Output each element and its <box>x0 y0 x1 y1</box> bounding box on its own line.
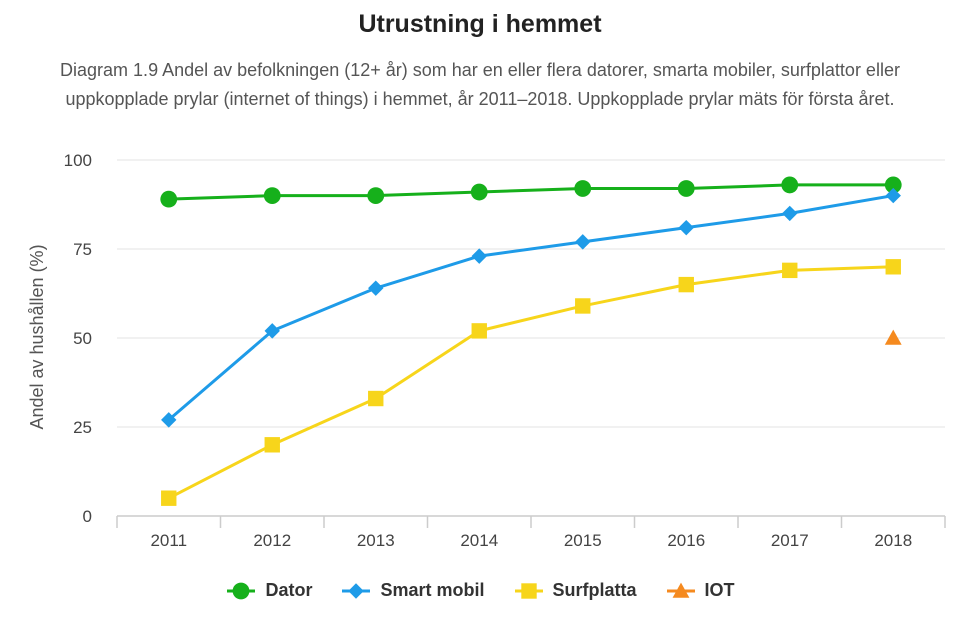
y-tick-label: 50 <box>73 329 92 348</box>
data-point-smart-mobil <box>782 205 798 222</box>
data-point-dator <box>470 183 488 201</box>
x-tick-label: 2017 <box>771 531 809 550</box>
data-point-iot <box>884 329 902 345</box>
series-iot <box>884 329 902 345</box>
series-line-dator <box>168 183 894 201</box>
y-axis-tick-labels: 0 25 50 75 100 <box>64 151 92 526</box>
chart-subtitle: Diagram 1.9 Andel av befolkningen (12+ å… <box>60 60 900 109</box>
data-point-smart-mobil <box>161 412 177 428</box>
x-tick-label: 2016 <box>667 531 705 550</box>
series-line-surfplatta <box>168 265 894 500</box>
legend-label: Surfplatta <box>552 580 637 600</box>
series-line-smart-mobil <box>167 194 894 422</box>
data-point-dator <box>677 180 695 197</box>
legend-label: IOT <box>704 580 735 600</box>
legend-symbol <box>227 582 256 599</box>
data-point-surfplatta <box>471 323 487 339</box>
x-tick-label: 2012 <box>253 531 291 550</box>
series-dator <box>160 176 902 208</box>
legend-item-smart-mobil[interactable]: Smart mobil <box>340 580 485 601</box>
x-tick-label: 2014 <box>460 531 498 550</box>
data-point-smart-mobil <box>264 323 280 339</box>
data-point-smart-mobil <box>678 219 694 236</box>
legend-item-dator[interactable]: Dator <box>225 580 312 601</box>
data-point-smart-mobil <box>885 187 901 204</box>
legend: Dator Smart mobil Surfplatta IOT <box>0 580 960 601</box>
data-point-dator <box>781 176 799 194</box>
chart-title: Utrustning i hemmet <box>358 10 602 38</box>
x-axis <box>116 515 946 528</box>
legend-label: Smart mobil <box>380 580 485 600</box>
legend-marker <box>520 582 537 599</box>
y-tick-label: 0 <box>83 507 92 526</box>
x-tick-label: 2011 <box>150 531 187 550</box>
data-point-surfplatta <box>782 262 798 279</box>
legend-item-surfplatta[interactable]: Surfplatta <box>513 580 637 601</box>
data-point-dator <box>884 176 902 194</box>
data-point-dator <box>160 190 178 208</box>
legend-marker <box>233 582 250 599</box>
y-tick-label: 75 <box>73 240 92 259</box>
data-point-surfplatta <box>678 276 694 293</box>
data-point-surfplatta <box>264 437 280 453</box>
data-point-surfplatta <box>885 259 901 275</box>
data-point-dator <box>574 180 592 197</box>
series-smart-mobil <box>161 187 901 428</box>
legend-marker <box>348 582 365 599</box>
legend-label: Dator <box>265 580 313 600</box>
data-point-surfplatta <box>161 490 177 506</box>
x-tick-label: 2015 <box>564 531 602 550</box>
y-axis-title: Andel av hushållen (%) <box>27 244 47 429</box>
gridlines <box>117 159 945 428</box>
legend-symbol <box>666 582 695 598</box>
y-tick-label: 25 <box>73 418 92 437</box>
data-point-smart-mobil <box>368 280 384 296</box>
legend-symbol <box>514 582 543 599</box>
y-tick-label: 100 <box>64 151 92 170</box>
x-axis-tick-labels: 2011 2012 2013 2014 2015 2016 2017 2018 <box>150 531 912 550</box>
data-point-surfplatta <box>575 298 591 314</box>
x-tick-label: 2013 <box>357 531 395 550</box>
data-point-dator <box>367 187 385 205</box>
data-point-dator <box>263 187 281 205</box>
legend-marker <box>672 582 689 598</box>
data-point-surfplatta <box>368 390 384 407</box>
data-point-smart-mobil <box>575 234 591 250</box>
series-surfplatta <box>161 259 901 506</box>
series-lines <box>160 176 902 506</box>
legend-item-iot[interactable]: IOT <box>665 580 735 601</box>
data-point-smart-mobil <box>471 248 487 264</box>
legend-symbol <box>342 582 371 599</box>
x-tick-label: 2018 <box>874 531 912 550</box>
